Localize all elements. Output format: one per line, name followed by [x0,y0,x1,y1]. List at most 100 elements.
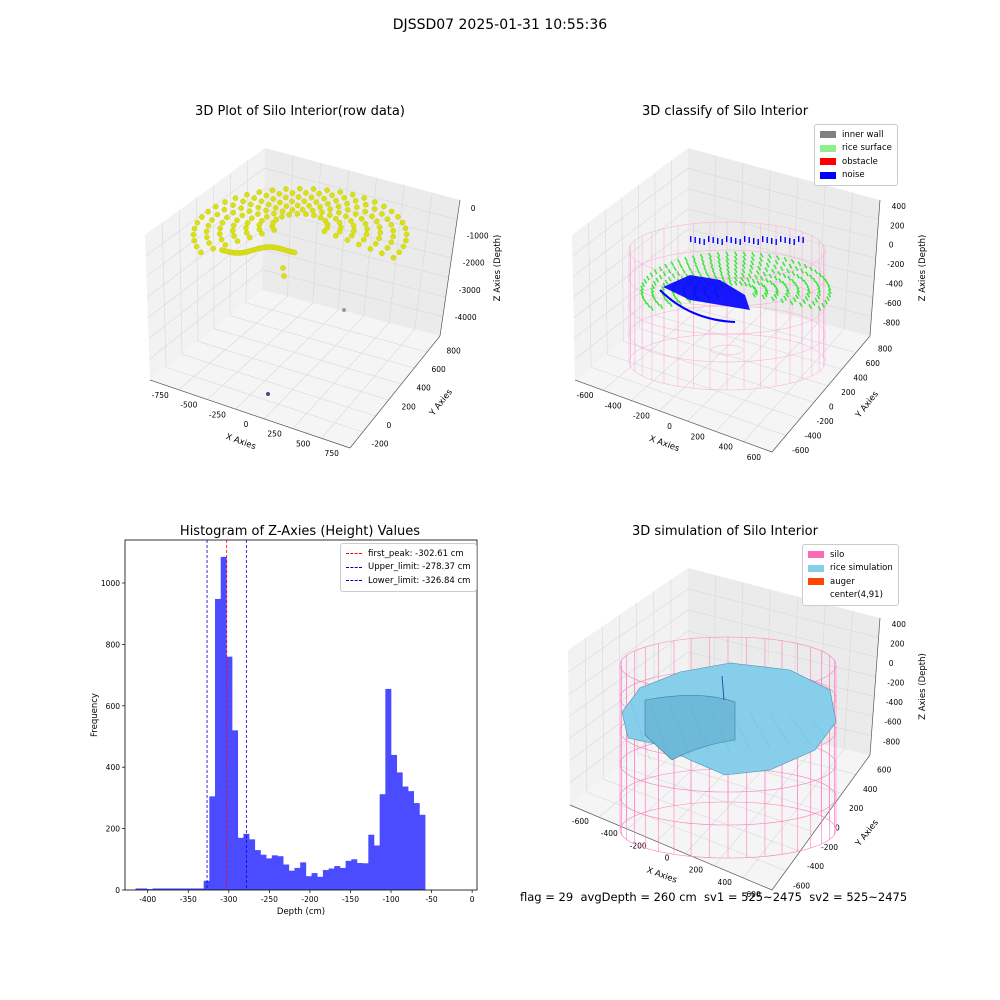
surface-point [777,271,780,273]
legend-line [346,580,362,582]
raw-point [230,227,236,234]
noise-point [766,237,768,243]
raw-points [190,185,410,279]
z-tick-label: -200 [887,679,904,688]
z-tick-label: 400 [892,620,907,629]
surface-point [786,294,788,297]
surface-point [808,304,811,307]
panel1-3d-rawdata: -750-500-2500250500750-20002004006008000… [145,148,503,458]
surface-point [735,258,738,261]
surface-point [717,256,719,259]
y-tick-label: -400 [804,431,821,440]
surface-point [649,272,652,275]
surface-point [728,271,730,274]
grid-line [843,192,853,330]
raw-point [273,216,280,223]
surface-point [705,270,707,272]
raw-point [296,185,303,192]
surface-point [802,299,805,302]
legend-line [346,553,362,555]
surface-point [766,270,769,272]
z-tick-label: -4000 [455,313,477,322]
surface-point [740,276,743,279]
raw-point [362,220,369,227]
x-axis-label: Depth (cm) [277,907,325,917]
surface-point [660,277,663,280]
histogram-bar [249,839,256,890]
surface-point [719,266,721,269]
surface-point [805,297,808,300]
raw-point [203,228,210,235]
raw-point [308,194,315,201]
surface-point [773,294,776,296]
raw-point [350,222,357,229]
surface-point [686,298,689,301]
grid-line [687,228,875,279]
surface-point [700,255,703,258]
surface-point [792,272,795,275]
surface-point [788,277,790,280]
surface-point [778,278,781,281]
histogram-bar [379,794,386,890]
surface-point [643,299,646,301]
surface-point [813,279,816,281]
surface-point [670,261,673,264]
grid-line [213,328,402,385]
raw-point [289,207,296,213]
y-tick-label: 200 [849,804,864,813]
grid-line [573,228,689,319]
histogram-bar [163,888,170,890]
surface-point [734,273,737,276]
surface-point [771,269,774,271]
surface-point [816,300,819,303]
surface-point [751,262,754,264]
panel2-title: 3D classify of Silo Interior [641,104,809,119]
surface-point [674,297,677,300]
surface-point [784,276,787,279]
surface-point [775,261,778,264]
surface-point [650,291,653,293]
surface-point [817,287,820,290]
surface-point [753,294,755,297]
x-tick-label: -350 [180,895,197,904]
raw-point [309,207,316,214]
surface-point [672,275,675,278]
raw-point [333,232,339,239]
surface-point [774,265,776,268]
grid-line [573,249,689,339]
surface-point [640,289,642,292]
grid-line [607,354,801,420]
surface-point [785,285,787,287]
surface-point [673,276,676,279]
surface-point [721,276,724,279]
surface-point [771,296,773,299]
y-tick-label: 400 [106,763,121,772]
grid-line [245,302,428,353]
raw-point [264,214,270,220]
legend-swatch [808,564,824,572]
raw-point [345,207,351,213]
surface-point [829,295,832,298]
raw-point [376,235,382,242]
grid-line [263,228,449,279]
y-tick-label: 400 [863,785,878,794]
surface-point [772,271,775,274]
grid-line [687,269,872,317]
surface-point [783,264,786,267]
surface-point [651,292,654,295]
surface-point [770,276,773,279]
surface-point [754,274,757,277]
raw-point [213,203,219,210]
grid-line [312,162,322,304]
surface-point [780,298,783,301]
x-tick-label: -400 [601,829,618,838]
surface-point [651,289,654,291]
surface-point [696,267,699,270]
raw-point [303,211,309,217]
surface-point [747,279,750,281]
y-tick-label: 0 [387,421,392,430]
grid-line [715,322,819,432]
x-tick-label: -200 [301,895,318,904]
y-tick-label: 600 [106,702,121,711]
grid-line [568,651,689,739]
